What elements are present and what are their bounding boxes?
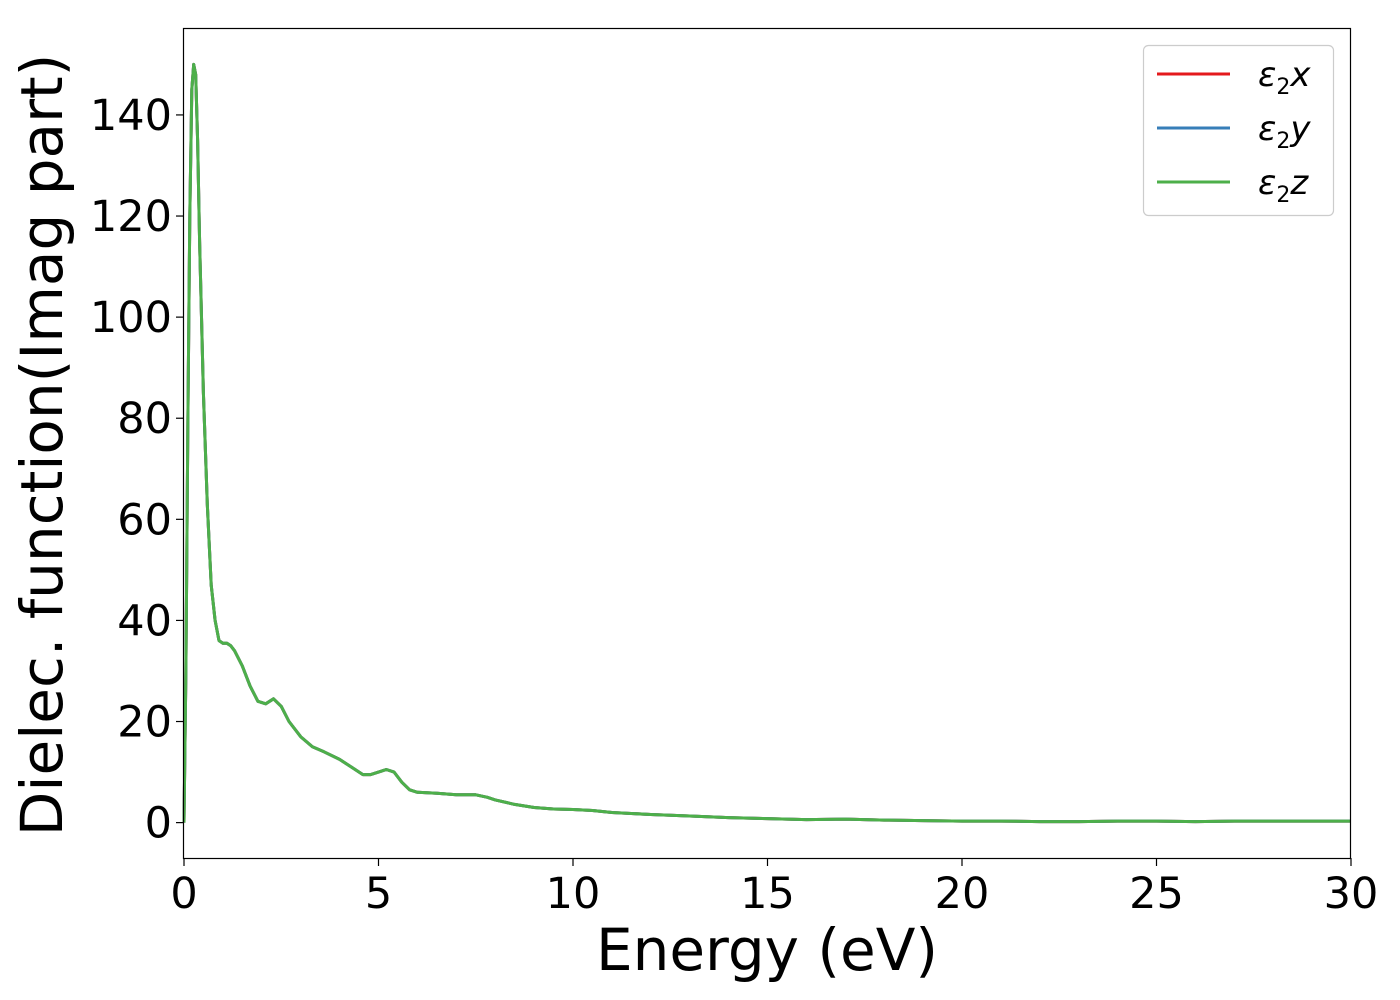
y-tick-label: 40	[117, 596, 172, 646]
x-tick-label: 20	[935, 869, 990, 919]
x-tick-label: 25	[1129, 869, 1184, 919]
y-tick-label: 60	[117, 495, 172, 545]
series-line-z	[182, 62, 1351, 824]
legend-label-y: ε2y	[1258, 109, 1311, 154]
y-tick-label: 140	[90, 91, 172, 141]
y-tick-label: 20	[117, 698, 172, 748]
x-tick-label: 0	[170, 869, 197, 919]
y-tick-label: 0	[145, 799, 172, 849]
x-axis-title: Energy (eV)	[596, 916, 938, 984]
x-tick-label: 15	[740, 869, 795, 919]
y-tick-label: 120	[90, 192, 172, 242]
legend: ε2x ε2y ε2z	[1142, 44, 1335, 217]
x-tick-label: 10	[546, 869, 601, 919]
x-tick-label: 5	[365, 869, 392, 919]
y-axis-ticks: 0 20 40 60 80 100 120 140	[90, 91, 184, 849]
y-axis-title: Dielec. function(Imag part)	[8, 54, 76, 837]
y-tick-label: 80	[117, 394, 172, 444]
legend-label-z: ε2z	[1258, 163, 1309, 208]
x-tick-label: 30	[1324, 869, 1379, 919]
legend-box	[1142, 44, 1335, 217]
series-layer	[182, 62, 1351, 824]
y-tick-label: 100	[90, 293, 172, 343]
legend-label-x: ε2x	[1258, 55, 1311, 100]
x-axis-ticks: 0 5 10 15 20 25 30	[170, 858, 1378, 919]
